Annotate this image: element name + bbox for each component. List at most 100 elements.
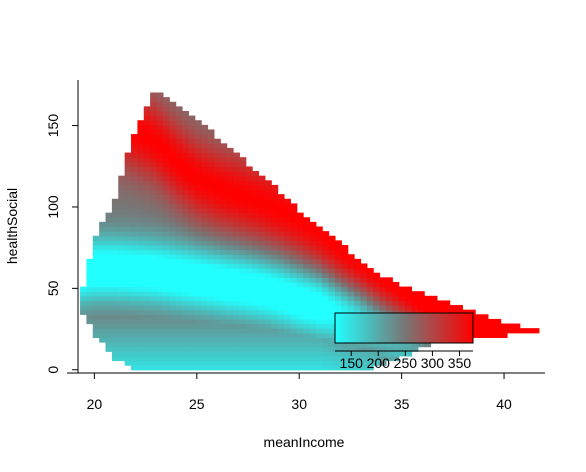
heatmap-cell: [131, 198, 138, 204]
heatmap-cell: [232, 328, 240, 334]
heatmap-cell: [258, 231, 266, 237]
heatmap-cell: [322, 268, 330, 274]
heatmap-cell: [258, 240, 266, 246]
heatmap-cell: [188, 314, 196, 320]
heatmap-cell: [245, 231, 253, 237]
heatmap-cell: [162, 161, 170, 168]
heatmap-cell: [322, 351, 330, 357]
heatmap-cell: [124, 157, 132, 163]
heatmap-cell: [226, 346, 234, 352]
heatmap-cell: [80, 300, 88, 306]
heatmap-cell: [137, 342, 145, 348]
heatmap-cell: [131, 212, 138, 218]
heatmap-cell: [360, 281, 368, 288]
heatmap-cell: [201, 235, 209, 241]
heatmap-cell: [283, 244, 291, 251]
heatmap-cell: [277, 351, 285, 357]
heatmap-cell: [169, 138, 177, 144]
heatmap-cell: [131, 226, 138, 232]
heatmap-cell: [201, 263, 209, 269]
heatmap-cell: [201, 129, 209, 135]
heatmap-cell: [417, 300, 425, 306]
heatmap-cell: [182, 217, 189, 223]
heatmap-cell: [309, 360, 317, 366]
heatmap-cell: [360, 309, 368, 315]
heatmap-cell: [175, 152, 183, 158]
heatmap-cell: [182, 365, 189, 371]
heatmap-cell: [99, 318, 107, 325]
heatmap-cell: [264, 184, 272, 191]
heatmap-cell: [481, 314, 489, 320]
heatmap-cell: [111, 351, 119, 357]
heatmap-cell: [143, 203, 151, 209]
heatmap-cell: [258, 221, 266, 228]
heatmap-cell: [143, 157, 151, 163]
heatmap-cell: [131, 217, 138, 223]
heatmap-cell: [315, 360, 323, 366]
heatmap-cell: [124, 208, 132, 214]
heatmap-cell: [328, 332, 336, 338]
heatmap-cell: [303, 328, 311, 334]
heatmap-cell: [213, 184, 221, 191]
heatmap-cell: [207, 171, 215, 177]
heatmap-cell: [207, 254, 215, 260]
heatmap-cell: [201, 221, 209, 228]
heatmap-cell: [169, 318, 177, 325]
heatmap-cell: [239, 318, 247, 325]
heatmap-cell: [175, 189, 183, 195]
heatmap-cell: [252, 221, 260, 228]
heatmap-cell: [347, 291, 355, 297]
heatmap-cell: [322, 318, 330, 325]
heatmap-cell: [150, 318, 158, 325]
heatmap-cell: [124, 221, 132, 228]
heatmap-cell: [296, 277, 304, 283]
heatmap-cell: [436, 309, 444, 315]
heatmap-cell: [150, 281, 158, 288]
heatmap-cell: [182, 342, 189, 348]
heatmap-cell: [405, 351, 413, 357]
heatmap-cell: [487, 332, 495, 338]
heatmap-cell: [182, 295, 189, 302]
heatmap-cell: [232, 268, 240, 274]
heatmap-cell: [124, 309, 132, 315]
heatmap-cell: [232, 291, 240, 297]
heatmap-cell: [290, 332, 298, 338]
heatmap-cell: [232, 198, 240, 204]
heatmap-cell: [303, 244, 311, 251]
heatmap-cell: [213, 328, 221, 334]
heatmap-cell: [169, 226, 177, 232]
heatmap-cell: [322, 365, 330, 371]
heatmap-cell: [92, 314, 100, 320]
heatmap-cell: [303, 240, 311, 246]
heatmap-cell: [232, 286, 240, 292]
heatmap-cell: [194, 314, 202, 320]
heatmap-cell: [162, 365, 170, 371]
heatmap-cell: [303, 217, 311, 223]
heatmap-cell: [194, 189, 202, 195]
heatmap-cell: [245, 309, 253, 315]
heatmap-cell: [360, 342, 368, 348]
heatmap-cell: [99, 272, 107, 278]
heatmap-cell: [328, 328, 336, 334]
heatmap-cell: [169, 249, 177, 255]
heatmap-cell: [156, 272, 164, 278]
heatmap-cell: [207, 134, 215, 140]
heatmap-cell: [150, 305, 158, 311]
heatmap-cell: [239, 328, 247, 334]
heatmap-cell: [156, 281, 164, 288]
heatmap-cell: [220, 231, 228, 237]
heatmap-cell: [258, 309, 266, 315]
heatmap-cell: [309, 235, 317, 241]
heatmap-cell: [150, 134, 158, 140]
heatmap-cell: [131, 295, 138, 302]
heatmap-cell: [201, 138, 209, 144]
heatmap-cell: [322, 258, 330, 265]
heatmap-cell: [86, 286, 94, 292]
heatmap-cell: [137, 254, 145, 260]
heatmap-cell: [245, 212, 253, 218]
heatmap-cell: [175, 263, 183, 269]
heatmap-cell: [105, 221, 113, 228]
heatmap-cell: [137, 318, 145, 325]
heatmap-cell: [334, 277, 342, 283]
heatmap-cell: [143, 314, 151, 320]
